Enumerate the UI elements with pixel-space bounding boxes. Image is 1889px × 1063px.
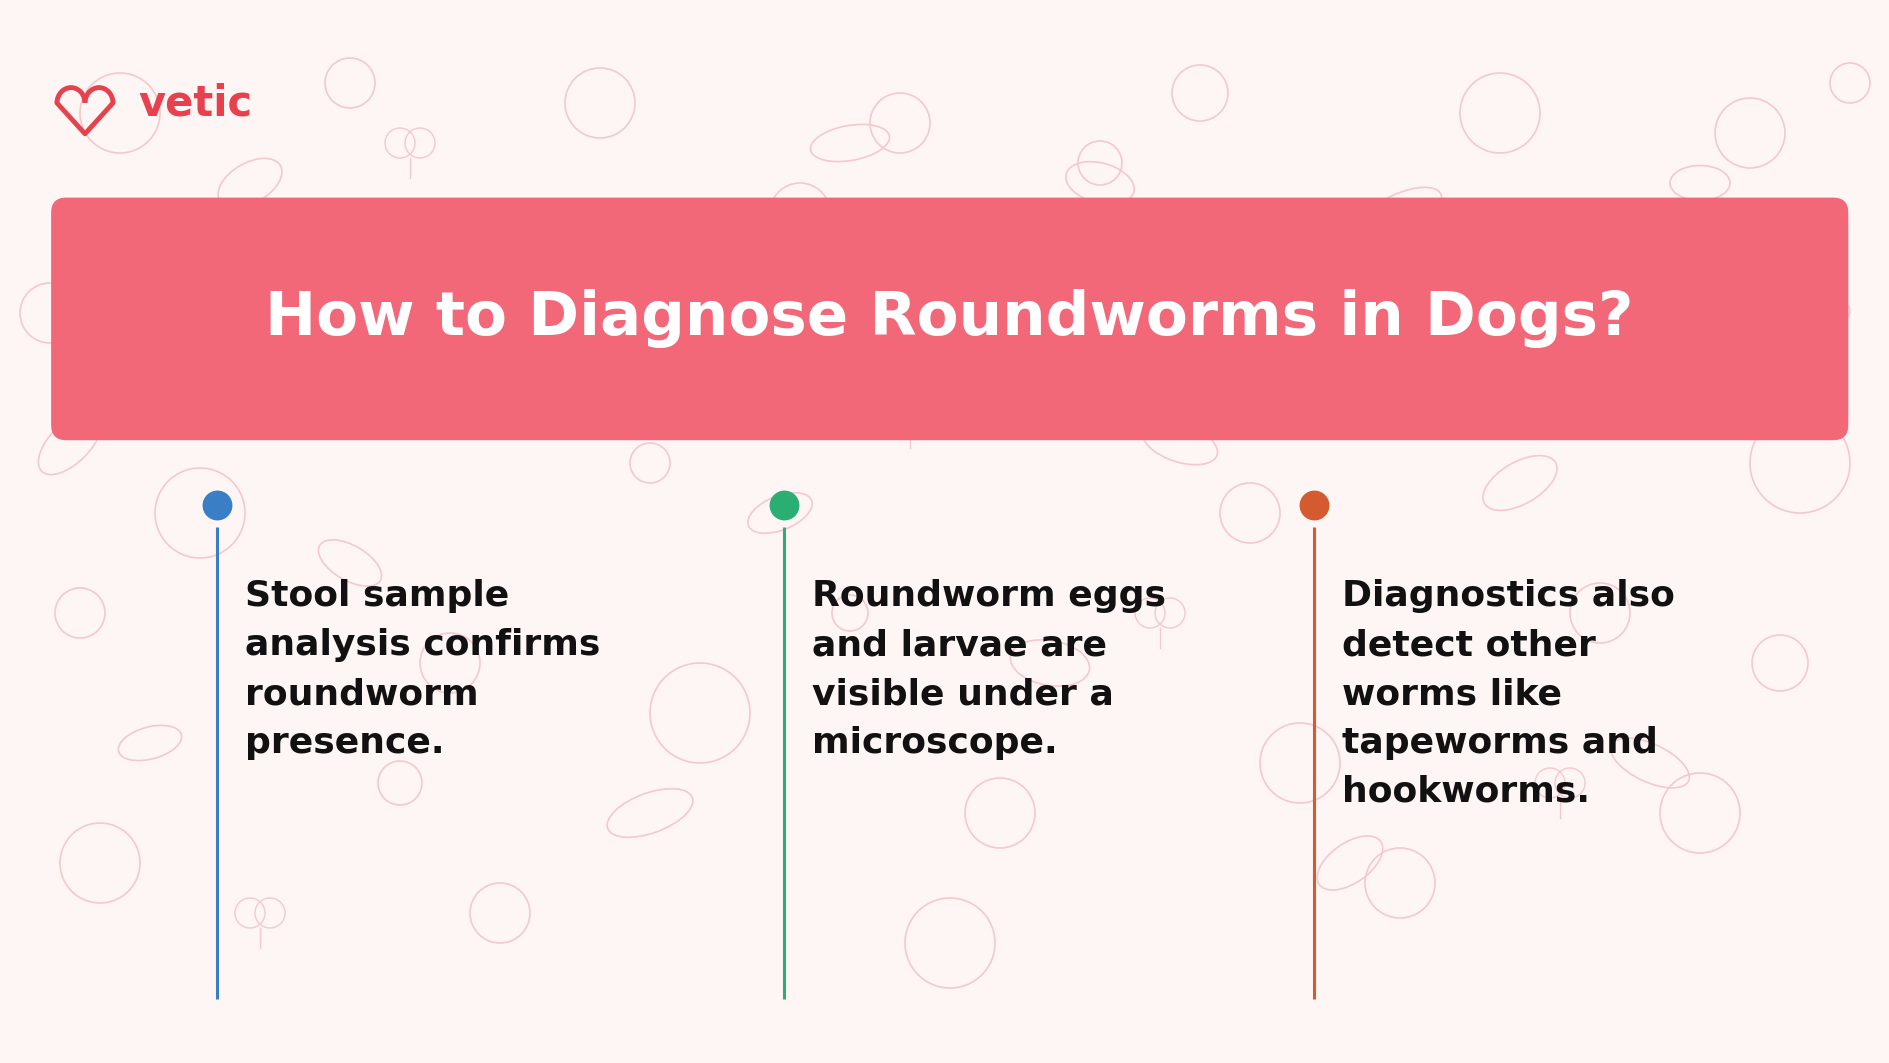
- Point: [1298, 496, 1328, 513]
- Point: [769, 496, 799, 513]
- Text: How to Diagnose Roundworms in Dogs?: How to Diagnose Roundworms in Dogs?: [264, 289, 1634, 349]
- Point: [202, 496, 232, 513]
- Text: vetic: vetic: [138, 82, 251, 124]
- Text: Stool sample
analysis confirms
roundworm
presence.: Stool sample analysis confirms roundworm…: [246, 579, 601, 760]
- FancyBboxPatch shape: [51, 198, 1847, 440]
- Text: Roundworm eggs
and larvae are
visible under a
microscope.: Roundworm eggs and larvae are visible un…: [812, 579, 1166, 760]
- Text: Diagnostics also
detect other
worms like
tapeworms and
hookworms.: Diagnostics also detect other worms like…: [1341, 579, 1674, 809]
